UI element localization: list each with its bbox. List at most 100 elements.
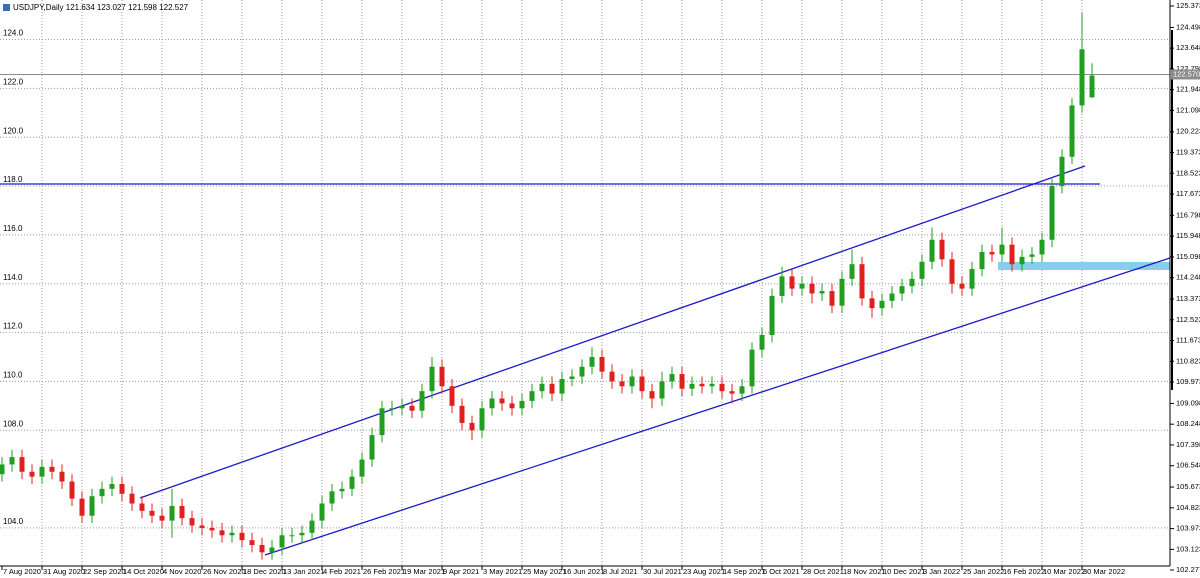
y-tick-label: 108.248 bbox=[1176, 419, 1200, 428]
candle-body bbox=[269, 547, 275, 553]
candle-body bbox=[299, 532, 305, 536]
x-tick-label: 9 Apr 2021 bbox=[443, 567, 479, 576]
candle-body bbox=[949, 259, 955, 284]
candle-body bbox=[819, 291, 825, 294]
candle-body bbox=[1009, 244, 1015, 265]
candle-body bbox=[709, 383, 715, 387]
candle-body bbox=[79, 498, 85, 516]
candle-body bbox=[1049, 186, 1055, 240]
candle-body bbox=[319, 503, 325, 521]
candle-body bbox=[129, 493, 135, 504]
y-tick-label: 116.0 bbox=[3, 224, 23, 233]
candle-body bbox=[59, 471, 65, 482]
candle-body bbox=[29, 471, 35, 477]
x-tick-label: 18 Dec 2020 bbox=[243, 567, 286, 576]
candle-body bbox=[89, 496, 95, 516]
channel-upper bbox=[139, 165, 1086, 499]
candle-body bbox=[919, 261, 925, 279]
y-tick-label: 113.373 bbox=[1176, 294, 1200, 303]
candle-body bbox=[569, 376, 575, 379]
x-tick-label: 14 Sep 2021 bbox=[723, 567, 766, 576]
candle-body bbox=[1039, 239, 1045, 255]
x-tick-label: 13 Jan 2021 bbox=[283, 567, 324, 576]
y-tick-label: 114.248 bbox=[1176, 273, 1200, 282]
x-tick-label: 4 Feb 2021 bbox=[323, 567, 361, 576]
candle-body bbox=[589, 356, 595, 367]
candle-body bbox=[659, 381, 665, 399]
candle-body bbox=[379, 408, 385, 436]
y-tick-label: 116.798 bbox=[1176, 210, 1200, 219]
candle-body bbox=[639, 376, 645, 392]
candle-body bbox=[909, 278, 915, 287]
x-tick-label: 4 Nov 2020 bbox=[163, 567, 201, 576]
x-tick-label: 31 Aug 2020 bbox=[43, 567, 85, 576]
candle-body bbox=[979, 251, 985, 270]
candle-body bbox=[169, 505, 175, 521]
x-tick-label: 6 Oct 2021 bbox=[763, 567, 800, 576]
y-tick-label: 105.673 bbox=[1176, 482, 1200, 491]
candle-body bbox=[989, 251, 995, 255]
candle-body bbox=[229, 532, 235, 536]
candle-body bbox=[739, 386, 745, 394]
candle-body bbox=[859, 264, 865, 299]
y-tick-label: 120.223 bbox=[1176, 127, 1200, 136]
y-tick-label: 120.0 bbox=[3, 126, 24, 135]
candle-body bbox=[719, 383, 725, 392]
candle-body bbox=[959, 283, 965, 289]
y-tick-label: 122.0 bbox=[3, 77, 24, 86]
candle-body bbox=[199, 525, 205, 528]
y-tick-label: 103.123 bbox=[1176, 544, 1200, 553]
candle-body bbox=[349, 476, 355, 489]
y-tick-label: 109.098 bbox=[1176, 398, 1200, 407]
x-tick-label: 26 Nov 2020 bbox=[203, 567, 246, 576]
candle-body bbox=[1089, 75, 1095, 98]
x-tick-label: 8 Jul 2021 bbox=[603, 567, 638, 576]
candle-body bbox=[549, 383, 555, 394]
support-zone bbox=[998, 262, 1170, 270]
x-tick-label: 25 May 2021 bbox=[523, 567, 566, 576]
y-tick-label: 110.0 bbox=[3, 371, 23, 380]
y-tick-label: 106.548 bbox=[1176, 461, 1200, 470]
candle-body bbox=[9, 457, 15, 465]
candle-body bbox=[259, 545, 265, 553]
x-tick-label: 22 Sep 2020 bbox=[83, 567, 126, 576]
candle-body bbox=[789, 276, 795, 289]
candle-body bbox=[649, 391, 655, 399]
candle-body bbox=[339, 488, 345, 492]
candle-body bbox=[939, 239, 945, 260]
y-tick-label: 117.673 bbox=[1176, 189, 1200, 198]
candle-body bbox=[619, 381, 625, 387]
candle-body bbox=[279, 535, 285, 548]
candle-body bbox=[49, 466, 55, 472]
y-tick-label: 104.0 bbox=[3, 517, 24, 526]
candle-body bbox=[409, 405, 415, 411]
candle-body bbox=[849, 264, 855, 279]
y-tick-label: 122.798 bbox=[1176, 64, 1200, 73]
candle-body bbox=[219, 530, 225, 536]
candle-body bbox=[829, 291, 835, 306]
x-tick-label: 25 Jan 2022 bbox=[963, 567, 1004, 576]
candle-body bbox=[329, 491, 335, 504]
x-tick-label: 3 Jan 2022 bbox=[923, 567, 960, 576]
candle-body bbox=[19, 457, 25, 472]
y-tick-label: 102.277 bbox=[1176, 565, 1200, 574]
candle-body bbox=[429, 366, 435, 392]
candle-body bbox=[389, 408, 395, 410]
candle-body bbox=[539, 383, 545, 392]
candle-body bbox=[479, 408, 485, 431]
y-tick-label: 124.498 bbox=[1176, 22, 1200, 31]
y-tick-label: 109.973 bbox=[1176, 377, 1200, 386]
x-tick-label: 10 Mar 2022 bbox=[1043, 567, 1085, 576]
x-tick-label: 19 Mar 2021 bbox=[403, 567, 445, 576]
y-tick-label: 123.648 bbox=[1176, 43, 1200, 52]
candle-body bbox=[0, 464, 5, 475]
y-tick-label: 121.098 bbox=[1176, 105, 1200, 114]
candle-body bbox=[629, 376, 635, 387]
y-tick-label: 107.398 bbox=[1176, 440, 1200, 449]
y-tick-label: 115.098 bbox=[1176, 252, 1200, 261]
candle-body bbox=[159, 515, 165, 521]
candle-body bbox=[509, 403, 515, 409]
candle-body bbox=[1079, 49, 1085, 106]
